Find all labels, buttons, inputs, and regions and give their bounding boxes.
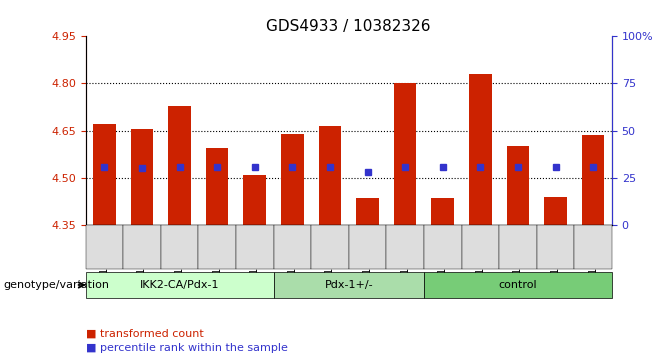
FancyBboxPatch shape xyxy=(274,225,311,269)
Bar xyxy=(243,175,266,225)
Bar xyxy=(356,198,379,225)
Text: Pdx-1+/-: Pdx-1+/- xyxy=(324,280,373,290)
FancyBboxPatch shape xyxy=(461,225,499,269)
Text: genotype/variation: genotype/variation xyxy=(3,280,109,290)
Text: ■ transformed count: ■ transformed count xyxy=(86,329,203,339)
FancyBboxPatch shape xyxy=(537,225,574,269)
Bar xyxy=(507,146,529,225)
FancyBboxPatch shape xyxy=(574,225,612,269)
Text: IKK2-CA/Pdx-1: IKK2-CA/Pdx-1 xyxy=(139,280,219,290)
Bar xyxy=(281,134,303,225)
Bar xyxy=(93,125,116,225)
Bar xyxy=(318,126,342,225)
FancyBboxPatch shape xyxy=(123,225,161,269)
FancyBboxPatch shape xyxy=(386,225,424,269)
Bar xyxy=(582,135,605,225)
FancyBboxPatch shape xyxy=(274,272,424,298)
Bar xyxy=(394,83,417,225)
Title: GDS4933 / 10382326: GDS4933 / 10382326 xyxy=(266,19,431,34)
FancyBboxPatch shape xyxy=(198,225,236,269)
FancyBboxPatch shape xyxy=(86,272,274,298)
Bar xyxy=(544,197,567,225)
FancyBboxPatch shape xyxy=(311,225,349,269)
Bar xyxy=(206,148,228,225)
FancyBboxPatch shape xyxy=(499,225,537,269)
FancyBboxPatch shape xyxy=(424,225,461,269)
FancyBboxPatch shape xyxy=(161,225,198,269)
Bar xyxy=(469,74,492,225)
FancyBboxPatch shape xyxy=(86,225,123,269)
Text: control: control xyxy=(499,280,537,290)
FancyBboxPatch shape xyxy=(424,272,612,298)
Bar xyxy=(432,198,454,225)
Bar xyxy=(168,106,191,225)
Text: ■ percentile rank within the sample: ■ percentile rank within the sample xyxy=(86,343,288,354)
Bar xyxy=(131,129,153,225)
FancyBboxPatch shape xyxy=(349,225,386,269)
FancyBboxPatch shape xyxy=(236,225,274,269)
